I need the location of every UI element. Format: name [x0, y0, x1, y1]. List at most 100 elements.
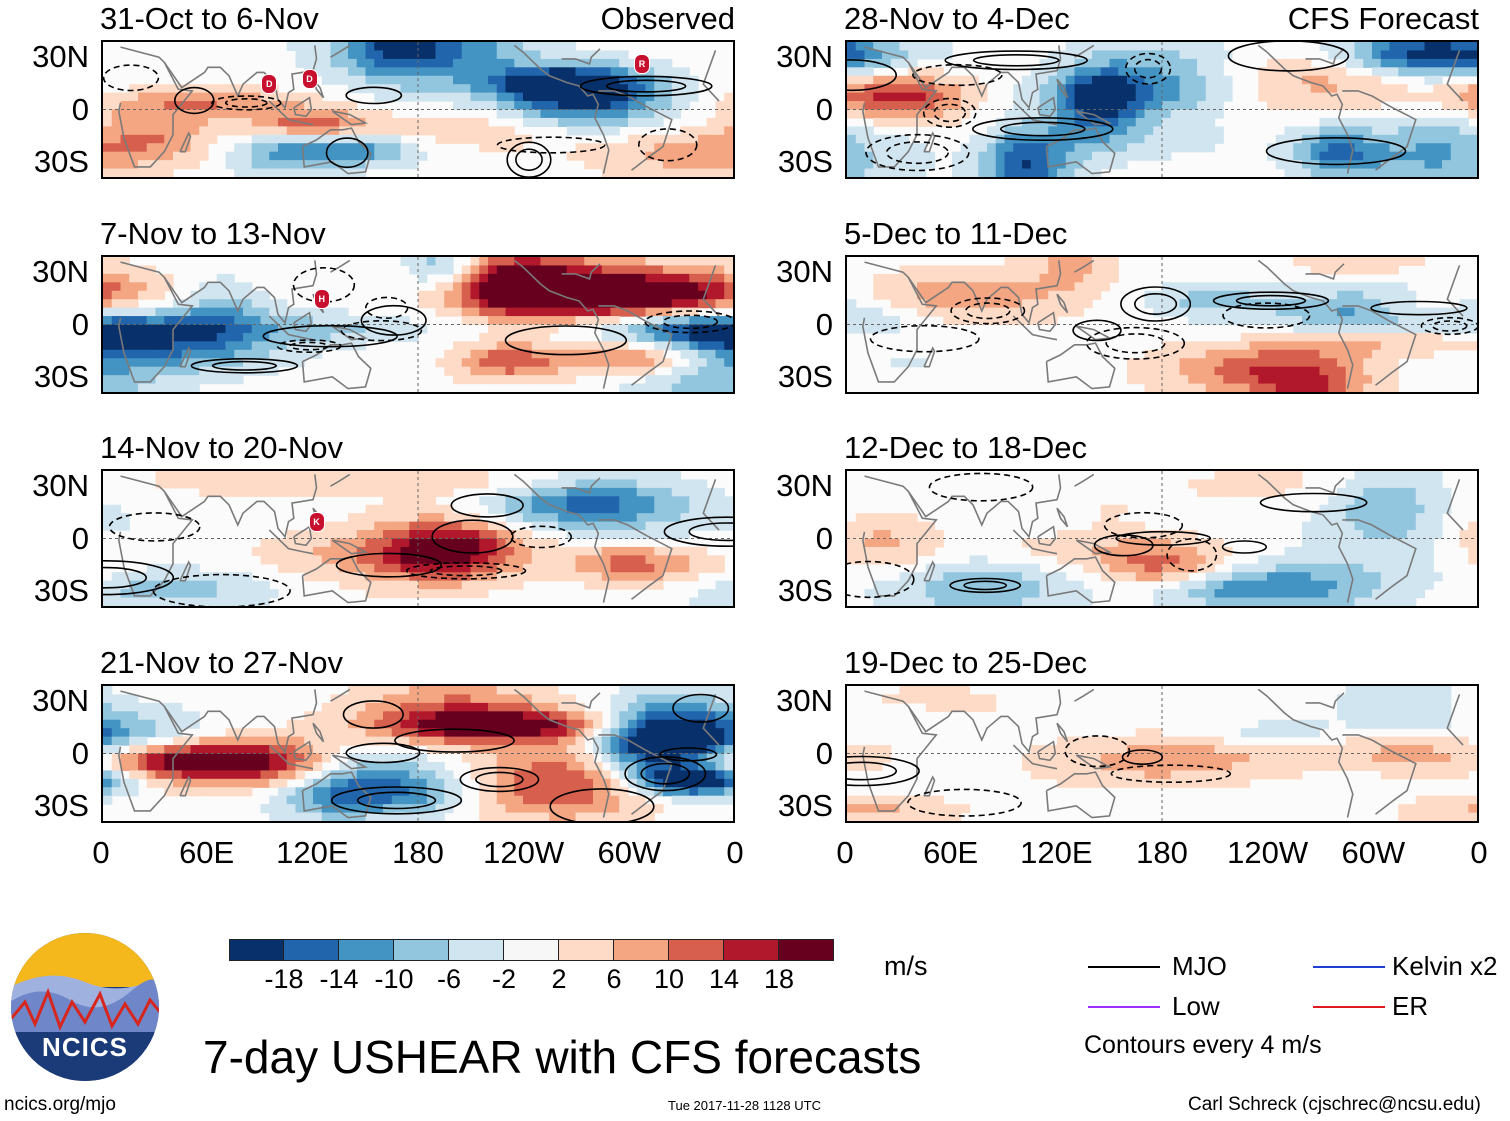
shear-cell: [1083, 151, 1093, 161]
shear-cell: [453, 538, 463, 548]
shear-cell: [619, 804, 629, 814]
shear-cell: [1039, 126, 1049, 136]
shear-cell: [330, 332, 340, 342]
shear-cell: [470, 126, 480, 136]
shear-cell: [1345, 375, 1356, 385]
shear-cell: [190, 290, 200, 300]
shear-cell: [952, 109, 962, 119]
shear-cell: [558, 496, 568, 506]
shear-cell: [1468, 160, 1477, 170]
shear-cell: [1153, 383, 1163, 392]
shear-cell: [706, 728, 717, 738]
shear-cell: [1310, 265, 1321, 275]
shear-cell: [908, 290, 918, 300]
mjo-contour: [933, 103, 967, 123]
shear-cell: [1398, 134, 1408, 144]
shear-cell: [584, 496, 594, 506]
shear-cell: [715, 686, 725, 696]
shear-cell: [164, 143, 174, 153]
shear-cell: [1249, 299, 1259, 309]
shear-cell: [619, 471, 629, 481]
coastline: [1056, 293, 1069, 314]
shear-cell: [1328, 143, 1338, 153]
tropical-cyclone-marker[interactable]: D: [261, 74, 278, 95]
shear-cell: [1118, 101, 1128, 111]
shear-cell: [1442, 92, 1452, 102]
shear-cell: [724, 257, 733, 267]
shear-cell: [365, 143, 375, 153]
shear-cell: [1380, 126, 1391, 136]
shear-cell: [260, 134, 270, 144]
shear-cell: [1039, 290, 1049, 300]
shear-cell: [391, 761, 402, 771]
shear-cell: [313, 479, 323, 489]
shear-cell: [374, 702, 384, 712]
shear-cell: [1013, 265, 1023, 275]
shear-cell: [724, 761, 733, 771]
shear-cell: [426, 504, 437, 514]
shear-cell: [418, 67, 428, 77]
shear-cell: [934, 42, 944, 52]
shear-cell: [409, 332, 419, 342]
shear-cell: [855, 109, 866, 119]
shear-cell: [453, 580, 463, 590]
shear-cell: [1319, 134, 1329, 144]
shear-cell: [155, 383, 165, 392]
lon-tick-label: 60E: [179, 835, 235, 870]
shear-cell: [531, 332, 542, 342]
shear-cell: [461, 736, 472, 746]
shear-cell: [461, 686, 472, 696]
shear-cell: [1048, 84, 1058, 94]
shear-cell: [418, 471, 428, 481]
shear-cell: [610, 160, 620, 170]
shear-cell: [488, 812, 498, 821]
shear-cell: [120, 513, 130, 523]
shear-cell: [251, 160, 262, 170]
shear-cell: [295, 795, 305, 805]
tropical-cyclone-marker[interactable]: K: [308, 511, 325, 532]
shear-cell: [899, 42, 909, 52]
shear-cell: [313, 151, 323, 161]
shear-cell: [374, 50, 384, 60]
lat-tick-label: 30S: [33, 572, 89, 608]
shear-cell: [103, 117, 113, 127]
shear-cell: [1345, 349, 1356, 359]
shear-cell: [1240, 316, 1251, 326]
shear-cell: [278, 299, 288, 309]
shear-cell: [234, 580, 244, 590]
shear-cell: [181, 745, 192, 755]
tropical-cyclone-marker[interactable]: H: [313, 289, 330, 310]
shear-cell: [400, 513, 410, 523]
shear-cell: [566, 504, 577, 514]
shear-cell: [1092, 101, 1102, 111]
shear-cell: [496, 804, 507, 814]
shear-cell: [339, 168, 349, 177]
shear-cell: [654, 143, 664, 153]
shear-cell: [654, 572, 664, 582]
shear-cell: [339, 530, 349, 540]
shear-cell: [943, 290, 953, 300]
shear-cell: [1328, 299, 1338, 309]
shear-cell: [400, 555, 410, 565]
shear-cell: [1337, 307, 1347, 317]
coastline: [330, 44, 351, 58]
mjo-contour: [450, 493, 524, 518]
shear-cell: [1284, 471, 1294, 481]
shear-cell: [645, 487, 655, 497]
shear-cell: [1223, 471, 1233, 481]
shear-cell: [1223, 307, 1233, 317]
shear-cell: [523, 711, 533, 721]
shear-cell: [724, 134, 733, 144]
shear-cell: [391, 728, 402, 738]
shear-cell: [636, 563, 647, 573]
shear-cell: [654, 787, 664, 797]
tropical-cyclone-marker[interactable]: D: [301, 69, 318, 90]
shear-cell: [348, 563, 358, 573]
shear-cell: [400, 84, 410, 94]
shear-cell: [374, 694, 384, 704]
shear-cell: [645, 546, 655, 556]
shear-cell: [138, 761, 148, 771]
shear-cell: [575, 761, 585, 771]
tropical-cyclone-marker[interactable]: R: [634, 53, 650, 74]
shear-cell: [917, 273, 927, 283]
